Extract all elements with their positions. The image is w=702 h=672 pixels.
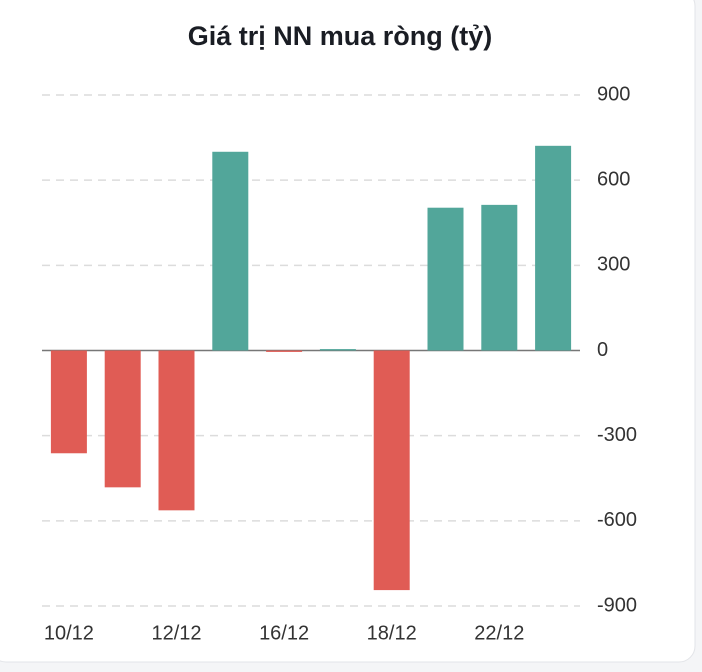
y-tick-label: -300 — [597, 424, 637, 446]
bar — [481, 204, 518, 351]
y-tick-label: 300 — [597, 254, 630, 276]
bar — [319, 349, 356, 351]
y-tick-label: -600 — [597, 509, 637, 531]
y-tick-label: 600 — [597, 168, 630, 190]
bar — [104, 350, 141, 488]
bar — [373, 350, 410, 591]
x-tick-label: 18/12 — [367, 622, 417, 644]
x-tick-label: 16/12 — [259, 622, 309, 644]
bar — [158, 350, 195, 511]
bar — [50, 350, 87, 454]
x-tick-label: 12/12 — [151, 622, 201, 644]
bar — [266, 350, 303, 352]
bar — [212, 151, 249, 351]
x-tick-label: 10/12 — [44, 622, 94, 644]
bar — [427, 207, 464, 351]
bar — [535, 145, 572, 351]
card — [0, 0, 696, 663]
chart-title: Giá trị NN mua ròng (tỷ) — [188, 21, 493, 51]
y-tick-label: 900 — [597, 83, 630, 105]
y-tick-label: 0 — [597, 339, 608, 361]
y-tick-label: -900 — [597, 594, 637, 616]
x-tick-label: 22/12 — [474, 622, 524, 644]
